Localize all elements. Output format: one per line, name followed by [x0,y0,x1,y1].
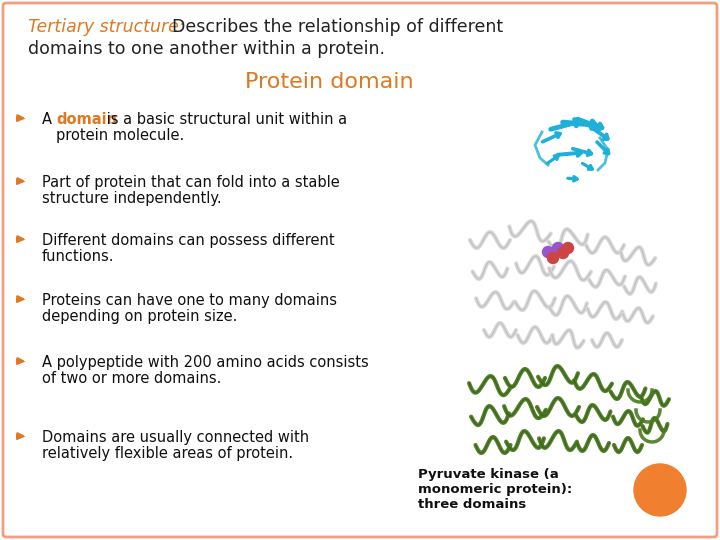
FancyBboxPatch shape [3,3,717,537]
Text: domain: domain [56,112,117,127]
Circle shape [552,242,564,253]
Text: relatively flexible areas of protein.: relatively flexible areas of protein. [42,446,293,461]
Circle shape [557,247,569,259]
Text: Proteins can have one to many domains: Proteins can have one to many domains [42,293,337,308]
Circle shape [634,464,686,516]
Text: protein molecule.: protein molecule. [56,128,184,143]
Text: functions.: functions. [42,249,114,264]
Circle shape [562,242,574,253]
Text: is a basic structural unit within a: is a basic structural unit within a [102,112,347,127]
Text: ►: ► [16,233,26,246]
Text: ►: ► [16,430,26,443]
Text: Part of protein that can fold into a stable: Part of protein that can fold into a sta… [42,175,340,190]
Text: Describes the relationship of different: Describes the relationship of different [172,18,503,36]
Text: ►: ► [16,112,26,125]
Text: Tertiary structure:: Tertiary structure: [28,18,190,36]
Text: A: A [42,112,57,127]
Text: domains to one another within a protein.: domains to one another within a protein. [28,40,385,58]
Text: ►: ► [16,355,26,368]
Text: depending on protein size.: depending on protein size. [42,309,238,324]
Text: ►: ► [16,175,26,188]
Text: Pyruvate kinase (a
monomeric protein):
three domains: Pyruvate kinase (a monomeric protein): t… [418,468,572,511]
Text: Protein domain: Protein domain [245,72,413,92]
Text: Domains are usually connected with: Domains are usually connected with [42,430,309,445]
Text: ►: ► [16,293,26,306]
Text: A polypeptide with 200 amino acids consists: A polypeptide with 200 amino acids consi… [42,355,369,370]
Circle shape [542,246,554,258]
Text: Different domains can possess different: Different domains can possess different [42,233,335,248]
Text: structure independently.: structure independently. [42,191,222,206]
Text: of two or more domains.: of two or more domains. [42,371,221,386]
Circle shape [547,253,559,264]
